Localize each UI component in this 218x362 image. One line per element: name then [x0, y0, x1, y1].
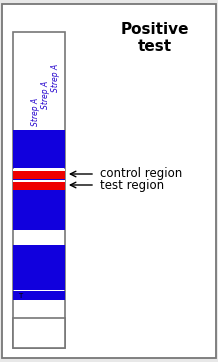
Text: T: T — [18, 293, 22, 299]
Text: Strep A: Strep A — [51, 64, 60, 92]
Text: Positive
test: Positive test — [121, 22, 189, 54]
Bar — [13, 178, 65, 230]
Bar — [13, 245, 65, 290]
Text: control region: control region — [100, 168, 182, 181]
Text: Strep A: Strep A — [31, 98, 39, 126]
Bar — [13, 318, 65, 348]
Text: test region: test region — [100, 178, 164, 191]
Text: Strep A: Strep A — [41, 81, 49, 109]
Bar — [13, 180, 65, 182]
Bar — [13, 130, 65, 168]
Bar — [13, 169, 65, 171]
Bar — [13, 182, 65, 190]
Bar — [13, 291, 65, 300]
Bar — [13, 171, 65, 179]
Bar — [13, 32, 65, 348]
